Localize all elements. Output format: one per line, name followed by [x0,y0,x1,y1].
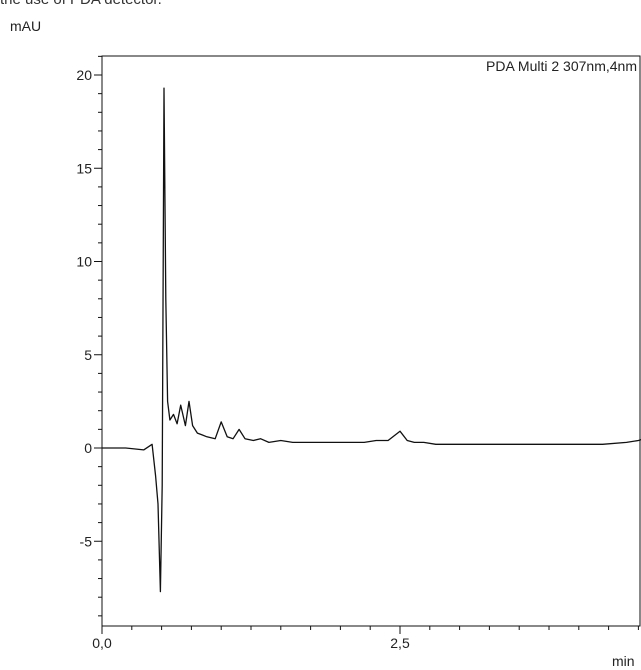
figure-caption: the use of PDA detector. [0,0,162,8]
x-tick-label: 2,5 [390,635,410,651]
y-axis-unit-label: mAU [10,18,41,34]
x-axis-unit-label: min [612,653,635,669]
plot-frame [101,55,641,627]
series-layer [102,87,641,593]
axis-ticks [94,55,639,634]
y-tick-label: 15 [76,160,92,176]
y-tick-label: 5 [84,347,92,363]
legend-entry: PDA Multi 2 307nm,4nm [486,58,637,74]
chromatogram-trace [102,87,641,593]
y-tick-label: 10 [76,254,92,270]
y-tick-label: 0 [84,440,92,456]
y-tick-label: 20 [76,67,92,83]
y-tick-label: -5 [80,533,93,549]
x-tick-label: 0,0 [92,635,112,651]
